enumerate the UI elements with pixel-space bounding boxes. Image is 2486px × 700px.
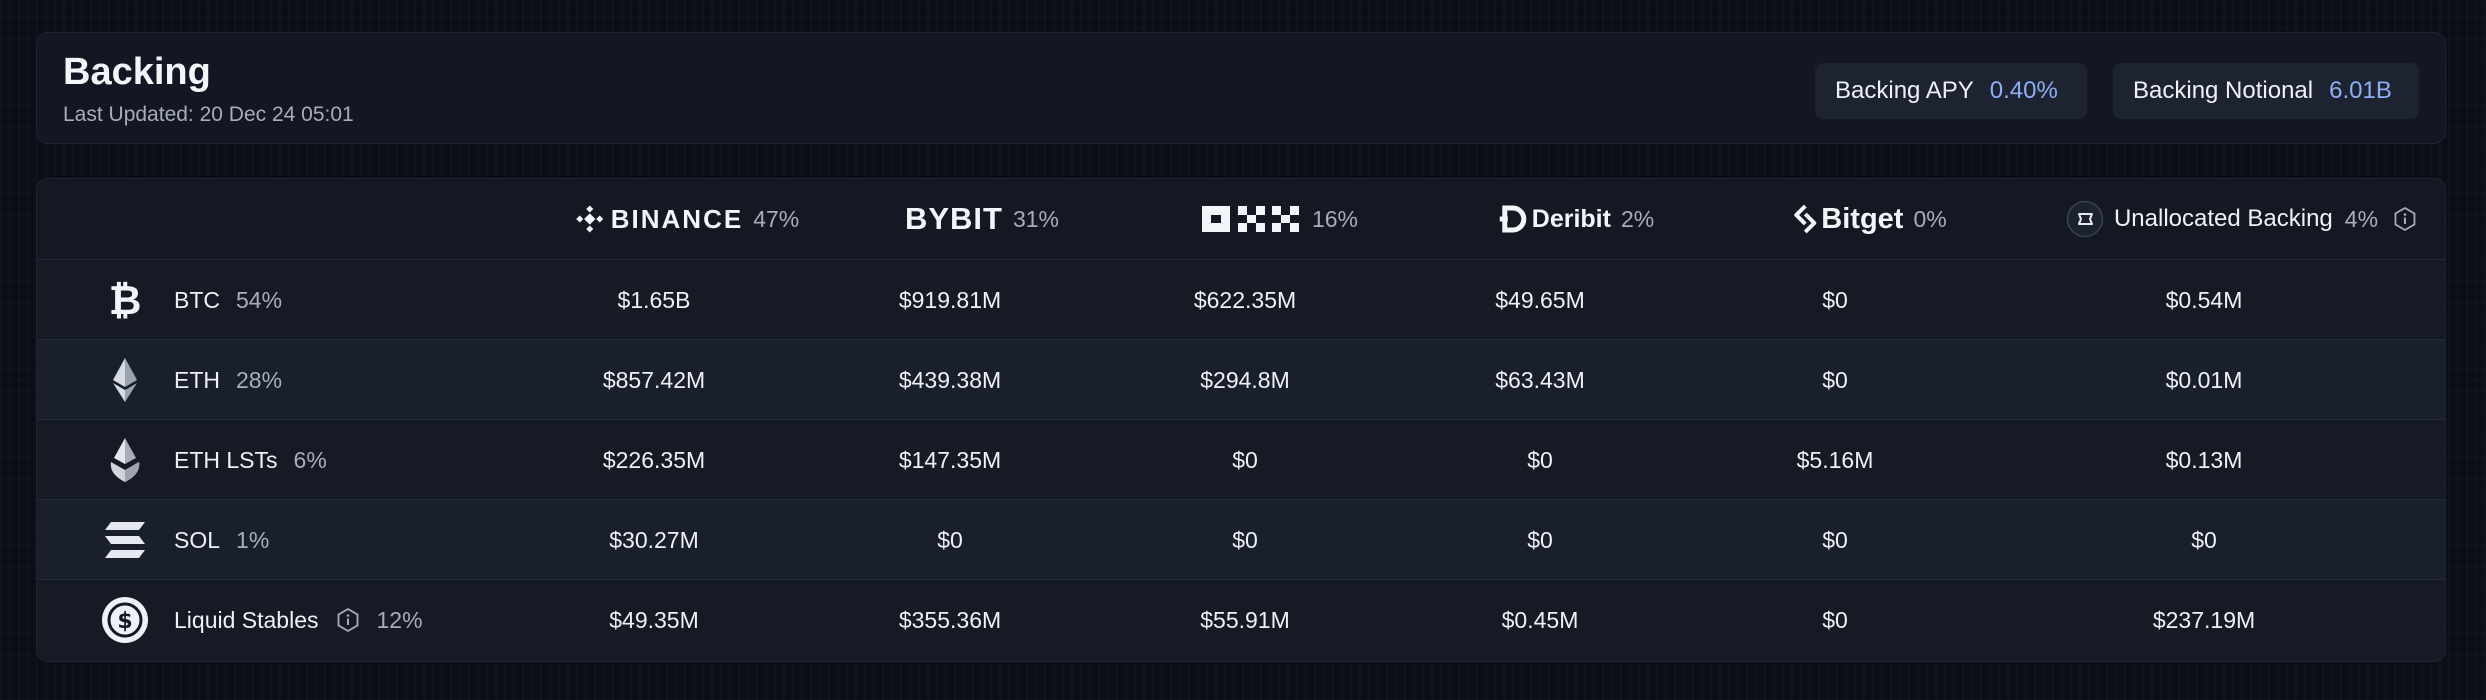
value-deribit: $0.45M	[1501, 606, 1579, 633]
column-deribit: Deribit 2%	[1496, 179, 1654, 259]
value-deribit: $49.65M	[1495, 286, 1585, 313]
value-binance: $49.35M	[609, 606, 699, 633]
value-deribit: $0	[1527, 446, 1553, 473]
value-okx: $0	[1232, 526, 1258, 553]
unallocated-pct: 4%	[2344, 205, 2379, 232]
svg-text:₿: ₿	[109, 278, 142, 324]
value-bitget: $0	[1822, 286, 1848, 313]
value-okx: $0	[1232, 446, 1258, 473]
backing-header: Backing Last Updated: 20 Dec 24 05:01 Ba…	[36, 32, 2446, 144]
value-unallocated: $237.19M	[2152, 606, 2256, 633]
bybit-pct: 31%	[1012, 205, 1060, 232]
backing-table: BINANCE 47% BYBIT 31% 16%	[36, 178, 2446, 662]
deribit-icon	[1496, 202, 1530, 236]
value-bybit: $0	[937, 526, 963, 553]
binance-pct: 47%	[753, 205, 800, 232]
binance-name: BINANCE	[610, 203, 744, 234]
value-okx: $294.8M	[1200, 366, 1290, 393]
svg-text:$: $	[117, 609, 132, 634]
value-bitget: $0	[1822, 366, 1848, 393]
value-binance: $30.27M	[609, 526, 699, 553]
bybit-logo: BYBIT	[904, 201, 1003, 236]
ethereum-icon	[101, 356, 149, 404]
value-unallocated: $0	[2191, 526, 2217, 553]
table-row: ₿ BTC 54% $1.65B $919.81M $622.35M $49.6…	[37, 259, 2445, 339]
asset-pct: 54%	[236, 286, 283, 313]
value-bitget: $0	[1822, 606, 1848, 633]
binance-icon	[575, 204, 605, 234]
bitget-name: Bitget	[1821, 202, 1904, 235]
column-bitget: Bitget 0%	[1791, 179, 1947, 259]
backing-apy-value: 0.40%	[1989, 77, 2058, 104]
asset-cell: SOL 1%	[37, 500, 497, 580]
value-binance: $226.35M	[602, 446, 706, 473]
asset-name: ETH	[174, 366, 220, 393]
bitcoin-icon: ₿	[101, 276, 149, 324]
asset-pct: 12%	[376, 606, 423, 633]
page-title: Backing	[63, 51, 211, 93]
value-bybit: $147.35M	[898, 446, 1002, 473]
unallocated-icon	[2066, 200, 2104, 238]
column-binance: BINANCE 47%	[575, 179, 800, 259]
asset-name: SOL	[174, 526, 221, 553]
table-row: SOL 1% $30.27M $0 $0 $0 $0 $0	[37, 499, 2445, 579]
info-icon[interactable]	[335, 607, 361, 633]
asset-pct: 28%	[236, 366, 283, 393]
backing-notional-value: 6.01B	[2329, 77, 2392, 104]
okx-pct: 16%	[1311, 205, 1359, 232]
asset-cell: ETH LSTs 6%	[37, 420, 497, 500]
table-row: $ Liquid Stables 12% $49.35M $355.36M $5…	[37, 579, 2445, 661]
table-row: ETH 28% $857.42M $439.38M $294.8M $63.43…	[37, 339, 2445, 419]
table-row: ETH LSTs 6% $226.35M $147.35M $0 $0 $5.1…	[37, 419, 2445, 499]
value-okx: $55.91M	[1200, 606, 1290, 633]
value-unallocated: $0.13M	[2165, 446, 2243, 473]
asset-name: ETH LSTs	[174, 446, 278, 473]
value-bybit: $919.81M	[898, 286, 1002, 313]
asset-label: Liquid Stables 12%	[174, 580, 423, 660]
backing-apy-pill: Backing APY 0.40%	[1815, 63, 2087, 119]
asset-label: ETH 28%	[174, 340, 282, 420]
backing-apy-label: Backing APY	[1835, 77, 1974, 104]
backing-notional-pill: Backing Notional 6.01B	[2113, 63, 2419, 119]
table-header-row: BINANCE 47% BYBIT 31% 16%	[37, 179, 2445, 259]
value-bybit: $355.36M	[898, 606, 1002, 633]
deribit-name: Deribit	[1531, 204, 1611, 233]
asset-pct: 1%	[236, 526, 270, 553]
solana-icon	[101, 516, 149, 564]
value-bybit: $439.38M	[898, 366, 1002, 393]
asset-pct: 6%	[293, 446, 327, 473]
column-unallocated: Unallocated Backing 4%	[2066, 179, 2418, 259]
asset-cell: ETH 28%	[37, 340, 497, 420]
value-binance: $1.65B	[617, 286, 691, 313]
unallocated-name: Unallocated Backing	[2113, 205, 2333, 232]
last-updated: Last Updated: 20 Dec 24 05:01	[63, 103, 354, 126]
value-deribit: $0	[1527, 526, 1553, 553]
asset-name: BTC	[174, 286, 220, 313]
deribit-pct: 2%	[1620, 205, 1655, 232]
asset-label: ETH LSTs 6%	[174, 420, 327, 500]
value-unallocated: $0.01M	[2165, 366, 2243, 393]
asset-cell: $ Liquid Stables 12%	[37, 580, 497, 660]
backing-notional-label: Backing Notional	[2133, 77, 2314, 104]
value-deribit: $63.43M	[1495, 366, 1585, 393]
column-bybit: BYBIT 31%	[905, 179, 1059, 259]
value-binance: $857.42M	[602, 366, 706, 393]
column-okx: 16%	[1201, 179, 1359, 259]
bitget-pct: 0%	[1913, 205, 1947, 232]
bitget-icon	[1791, 203, 1819, 235]
value-unallocated: $0.54M	[2165, 286, 2243, 313]
info-icon[interactable]	[2392, 206, 2418, 232]
value-okx: $622.35M	[1193, 286, 1297, 313]
eth-lst-icon	[101, 436, 149, 484]
okx-logo	[1201, 204, 1302, 234]
value-bitget: $0	[1822, 526, 1848, 553]
asset-label: SOL 1%	[174, 500, 269, 580]
asset-name: Liquid Stables	[174, 606, 319, 633]
asset-cell: ₿ BTC 54%	[37, 260, 497, 340]
usdc-icon: $	[101, 596, 149, 644]
value-bitget: $5.16M	[1796, 446, 1874, 473]
asset-label: BTC 54%	[174, 260, 282, 340]
